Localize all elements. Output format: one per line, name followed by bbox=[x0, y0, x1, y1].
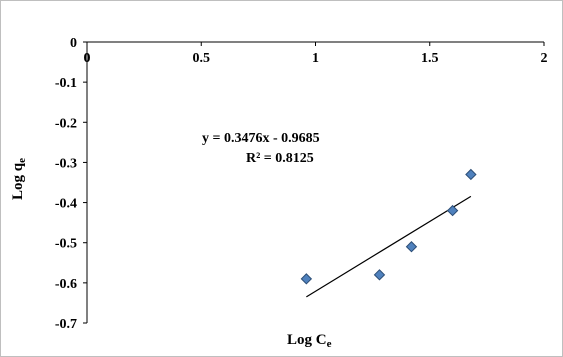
y-tick-label: -0.3 bbox=[55, 156, 77, 171]
x-tick-label: 0.5 bbox=[193, 51, 211, 66]
y-tick-label: -0.1 bbox=[55, 76, 77, 91]
data-point-marker bbox=[405, 241, 418, 253]
r-squared-label: R² = 0.8125 bbox=[246, 151, 314, 166]
data-point-marker bbox=[373, 269, 386, 281]
y-tick-label: -0.2 bbox=[55, 116, 77, 131]
data-point-marker bbox=[300, 273, 313, 285]
x-tick-label: 2 bbox=[541, 51, 548, 66]
y-axis-title-subscript: e bbox=[16, 158, 28, 163]
trendline-group bbox=[306, 195, 472, 298]
trendline-equation: y = 0.3476x - 0.9685 bbox=[202, 131, 320, 146]
y-tick-label: -0.6 bbox=[55, 277, 77, 292]
data-point-marker bbox=[465, 168, 477, 181]
x-axis-title-main: Log C bbox=[287, 332, 327, 348]
y-tick-label: -0.7 bbox=[55, 317, 77, 332]
x-tick-label: 1.5 bbox=[421, 51, 439, 66]
y-axis-title: Log qe bbox=[10, 158, 28, 200]
trendline bbox=[306, 195, 472, 298]
data-point-marker bbox=[446, 204, 459, 217]
x-tick-label: 0 bbox=[84, 51, 91, 66]
y-tick-label: -0.5 bbox=[55, 237, 77, 252]
data-points bbox=[300, 168, 477, 285]
y-axis-title-main: Log q bbox=[10, 162, 26, 200]
axes: 0 -0.1 -0.2 -0.3 -0.4 -0.5 -0.6 -0.7 0 0.5 1 1.5 2 bbox=[55, 36, 548, 332]
x-axis-title-subscript: e bbox=[327, 338, 332, 350]
y-tick-label: 0 bbox=[70, 36, 77, 51]
x-tick-label: 1 bbox=[312, 51, 319, 66]
x-axis-title: Log Ce bbox=[287, 332, 332, 350]
y-tick-label: -0.4 bbox=[55, 197, 77, 212]
